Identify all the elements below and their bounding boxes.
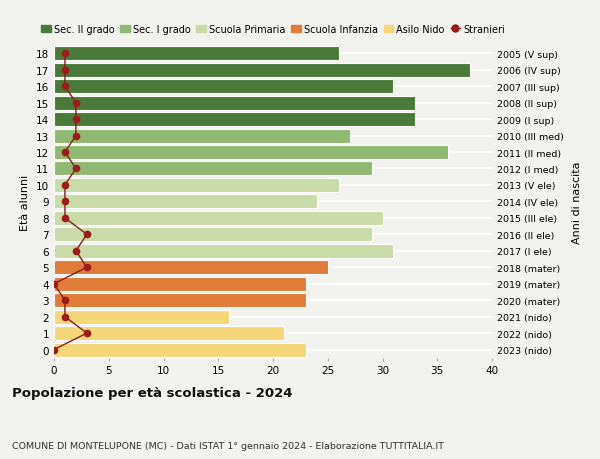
Bar [54, 47, 338, 61]
Y-axis label: Anni di nascita: Anni di nascita [572, 161, 582, 243]
Bar [54, 228, 371, 242]
Bar [54, 261, 328, 274]
Bar [54, 277, 306, 291]
Bar [54, 96, 415, 110]
Bar [54, 80, 394, 94]
Bar [54, 129, 350, 143]
Bar [54, 63, 470, 78]
Bar [54, 212, 383, 225]
Bar [54, 294, 306, 308]
Y-axis label: Età alunni: Età alunni [20, 174, 31, 230]
Bar [54, 179, 338, 192]
Bar [54, 113, 415, 127]
Bar [54, 343, 306, 357]
Bar [54, 162, 371, 176]
Legend: Sec. II grado, Sec. I grado, Scuola Primaria, Scuola Infanzia, Asilo Nido, Stran: Sec. II grado, Sec. I grado, Scuola Prim… [41, 25, 505, 35]
Text: Popolazione per età scolastica - 2024: Popolazione per età scolastica - 2024 [12, 386, 293, 399]
Bar [54, 146, 448, 160]
Bar [54, 326, 284, 341]
Bar [54, 244, 394, 258]
Bar [54, 310, 229, 324]
Text: COMUNE DI MONTELUPONE (MC) - Dati ISTAT 1° gennaio 2024 - Elaborazione TUTTITALI: COMUNE DI MONTELUPONE (MC) - Dati ISTAT … [12, 441, 444, 450]
Bar [54, 195, 317, 209]
